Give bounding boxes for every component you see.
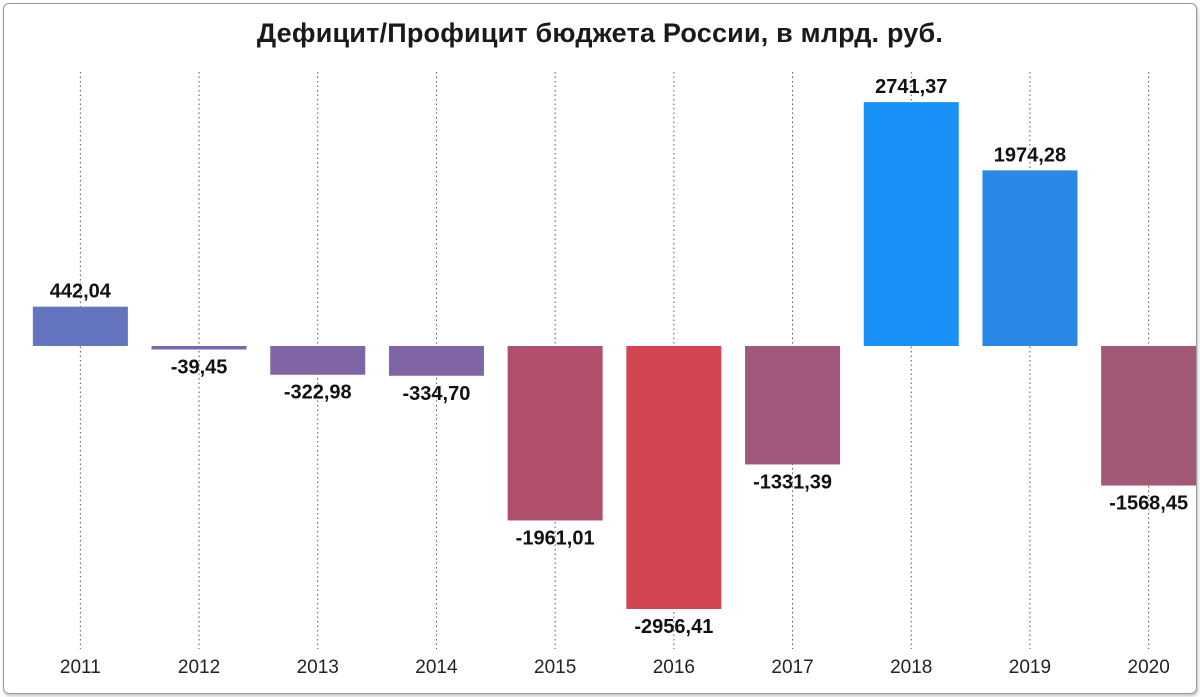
data-label-2020: -1568,45: [1109, 493, 1188, 515]
x-tick-label-2015: 2015: [534, 657, 576, 678]
x-tick-label-2018: 2018: [890, 657, 932, 678]
x-tick-label-2020: 2020: [1128, 657, 1170, 678]
data-label-2011: 442,04: [50, 281, 112, 303]
data-label-2017: -1331,39: [753, 471, 832, 493]
bar-2019: [982, 170, 1078, 346]
bar-2015: [507, 346, 603, 521]
x-tick-label-2011: 2011: [60, 657, 101, 678]
x-tick-label-2013: 2013: [297, 657, 339, 678]
x-tick-label-2019: 2019: [1009, 657, 1051, 678]
bar-2013: [270, 346, 366, 375]
x-tick-label-2016: 2016: [653, 657, 695, 678]
bar-2018: [863, 102, 959, 347]
data-label-2016: -2956,41: [634, 616, 713, 638]
x-tick-label-2012: 2012: [178, 657, 220, 678]
bar-2016: [626, 346, 722, 609]
data-label-2012: -39,45: [171, 357, 228, 379]
bar-2011: [32, 306, 128, 346]
bar-2014: [388, 346, 484, 376]
data-label-2018: 2741,37: [875, 76, 947, 98]
data-label-2015: -1961,01: [516, 527, 595, 549]
x-tick-label-2014: 2014: [415, 657, 458, 678]
chart-frame: Дефицит/Профицит бюджета России, в млрд.…: [3, 3, 1197, 694]
bar-2020: [1101, 346, 1196, 486]
data-label-2019: 1974,28: [994, 144, 1066, 166]
data-label-2014: -334,70: [403, 383, 471, 405]
data-label-2013: -322,98: [284, 382, 352, 404]
x-tick-label-2017: 2017: [771, 657, 813, 678]
chart-title: Дефицит/Профицит бюджета России, в млрд.…: [256, 18, 944, 48]
bar-2012: [151, 346, 247, 350]
bar-2017: [745, 346, 841, 465]
bar-chart: 442,04 2011 -39,45 2012 -322,98 2013 -334,70 20…: [32, 72, 1196, 678]
